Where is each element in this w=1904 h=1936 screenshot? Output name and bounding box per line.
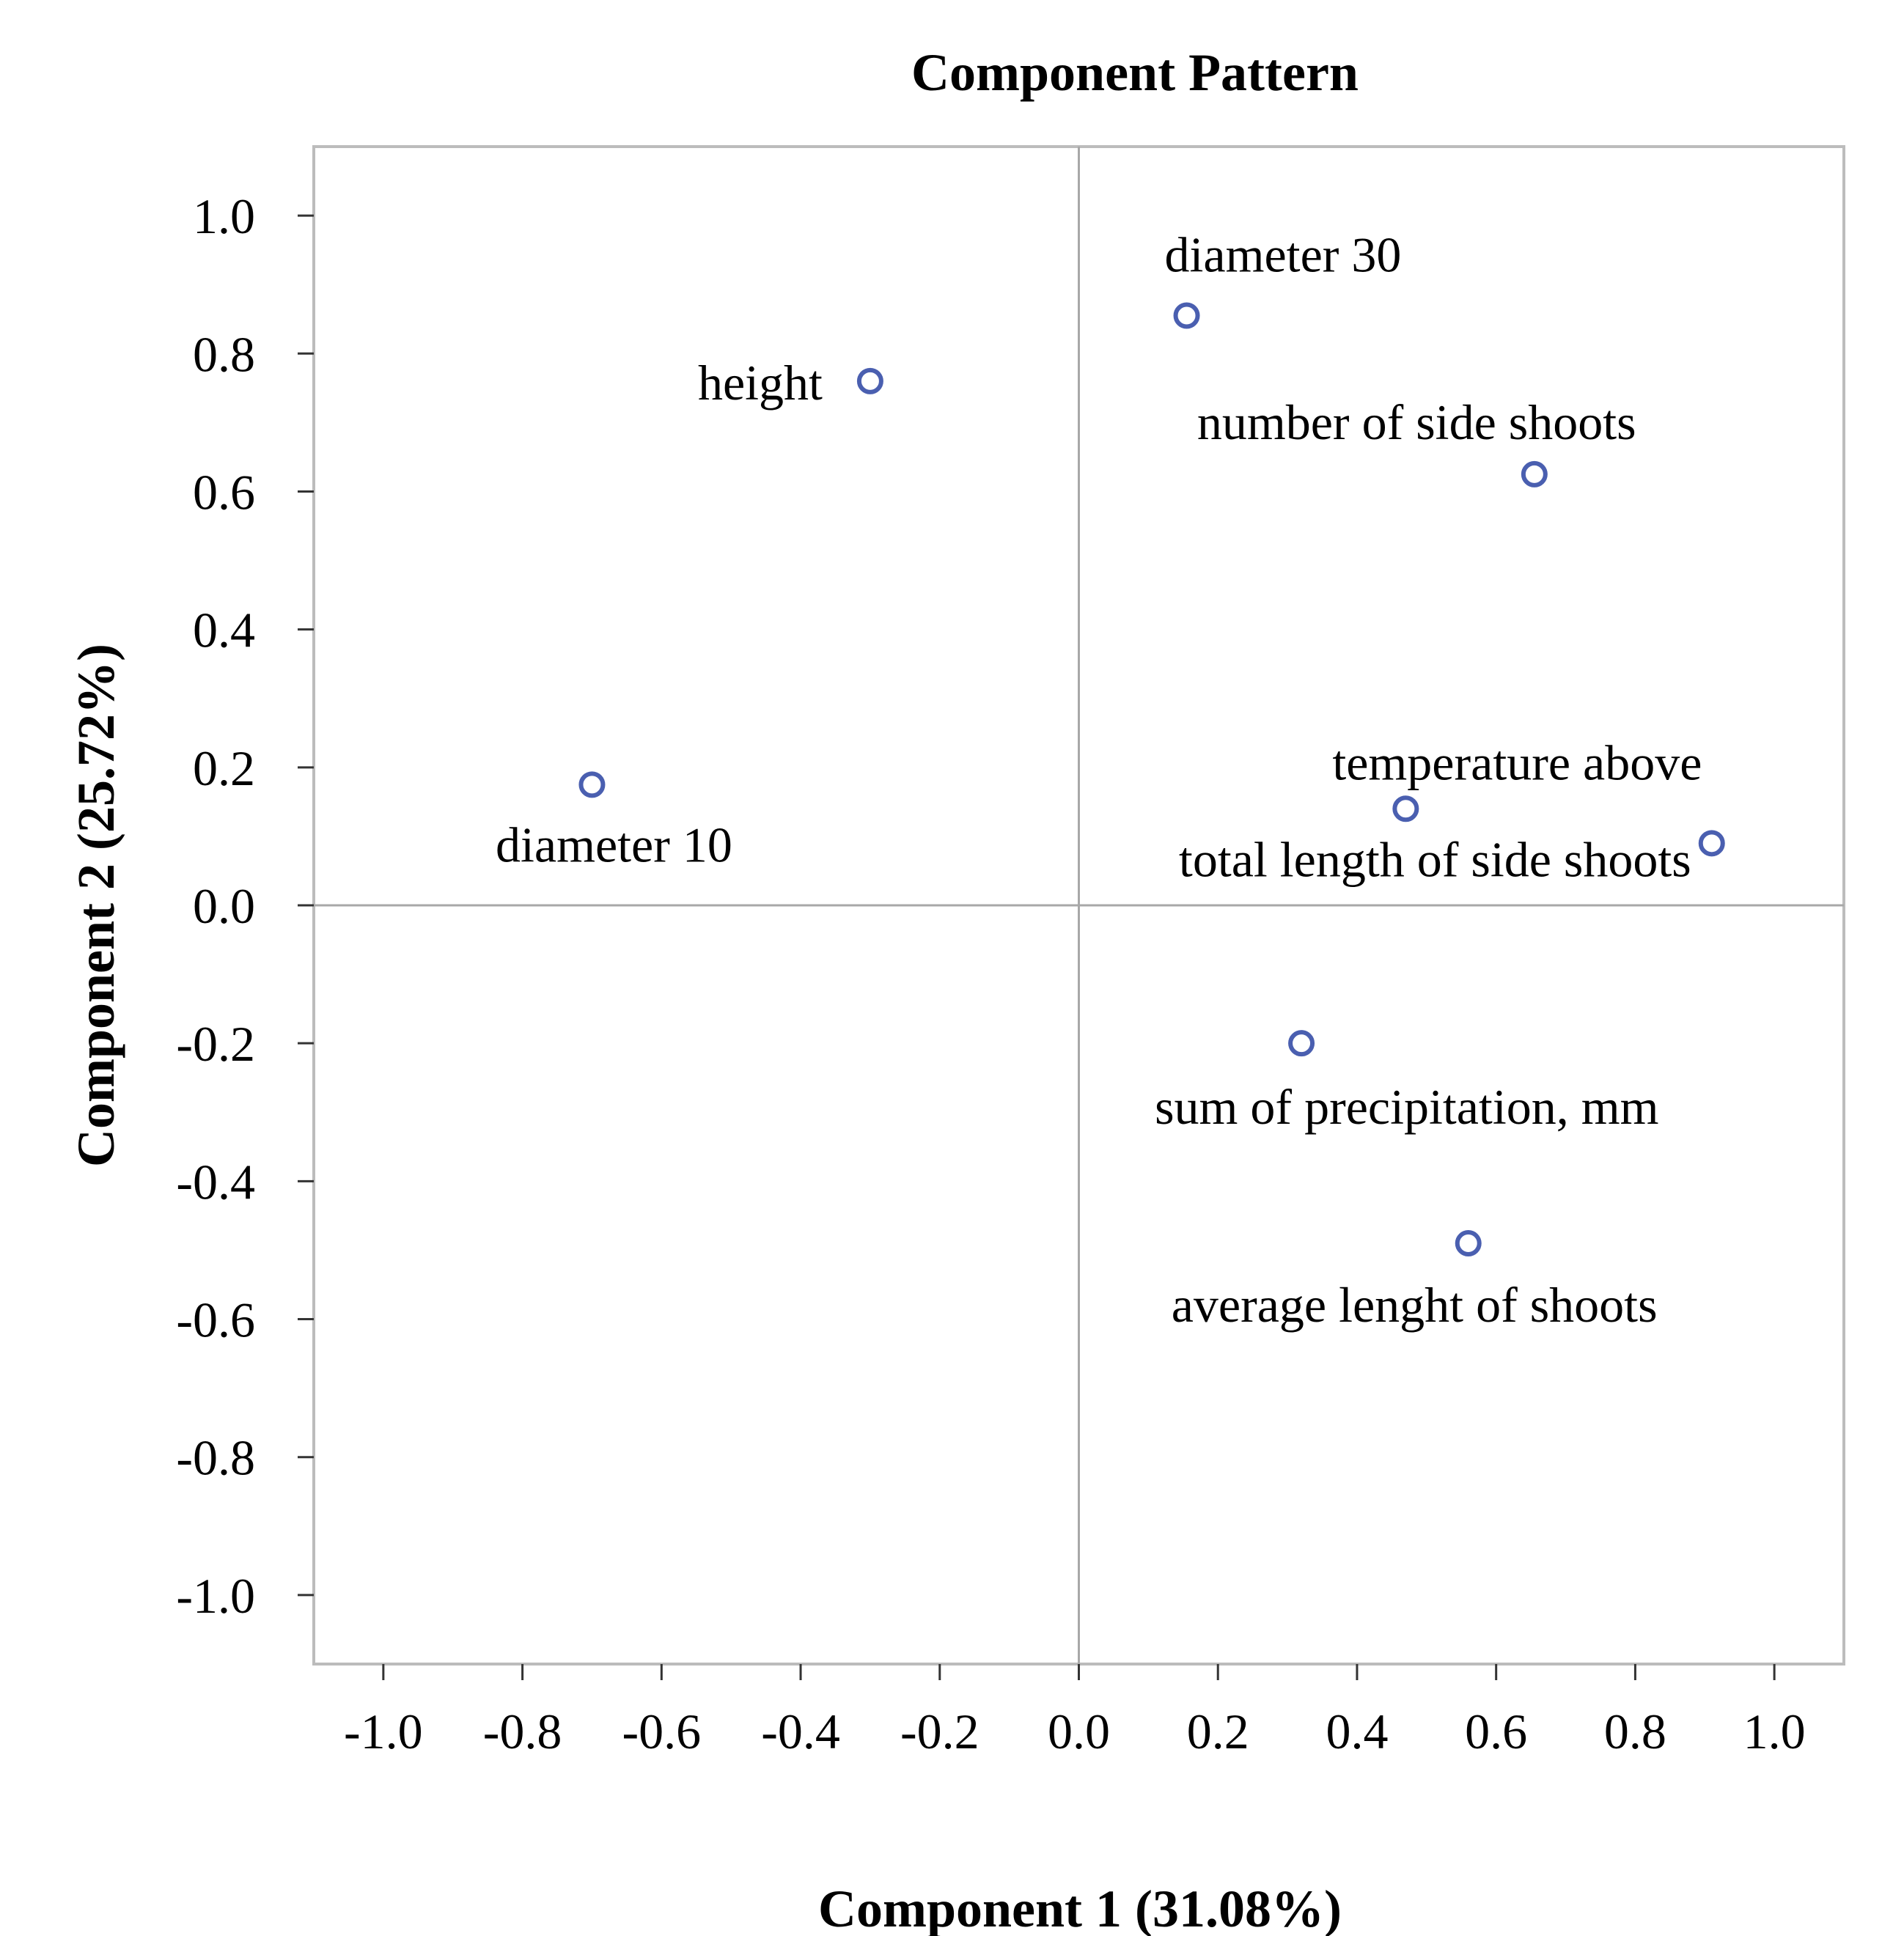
- y-tick-label: -0.4: [176, 1154, 255, 1210]
- y-tick-label: 0.6: [193, 464, 255, 520]
- y-tick-label: 0.4: [193, 603, 255, 658]
- y-axis-title: Component 2 (25.72%): [67, 644, 125, 1167]
- y-tick-label: -0.6: [176, 1292, 255, 1348]
- point-labels: diameter 30 height number of side shoots di…: [496, 227, 1702, 1333]
- data-points: [578, 302, 1725, 1257]
- x-tick-label: 0.6: [1465, 1704, 1527, 1759]
- y-tick-label: -0.2: [176, 1016, 255, 1072]
- x-axis-ticks: -1.0 -0.8 -0.6 -0.4 -0.2 0.0 0.2 0.4 0.6 0.8 1.0: [344, 1664, 1806, 1759]
- x-tick-label: 0.8: [1604, 1704, 1666, 1759]
- x-tick-label: 0.4: [1326, 1704, 1388, 1759]
- data-point-marker: [1173, 302, 1200, 329]
- data-point-label: diameter 30: [1165, 227, 1402, 283]
- reference-lines: [314, 147, 1844, 1664]
- data-point-label: temperature above: [1332, 735, 1702, 790]
- x-tick-label: 0.2: [1187, 1704, 1249, 1759]
- x-tick-label: -1.0: [344, 1704, 423, 1759]
- y-axis-ticks: 1.0 0.8 0.6 0.4 0.2 0.0 -0.2 -0.4 -0.6 -0.8 -1.0: [176, 188, 314, 1624]
- data-point-label: number of side shoots: [1197, 394, 1636, 450]
- x-tick-label: 0.0: [1048, 1704, 1110, 1759]
- data-point-marker: [1698, 830, 1725, 857]
- data-point-label: sum of precipitation, mm: [1155, 1079, 1658, 1135]
- x-tick-label: -0.8: [483, 1704, 562, 1759]
- data-point-label: total length of side shoots: [1179, 831, 1691, 887]
- y-tick-label: -0.8: [176, 1430, 255, 1486]
- data-point-label: diameter 10: [496, 817, 732, 872]
- data-point-marker: [1288, 1030, 1315, 1057]
- y-tick-label: -1.0: [176, 1568, 255, 1624]
- y-tick-label: 0.8: [193, 326, 255, 382]
- x-tick-label: -0.4: [761, 1704, 840, 1759]
- data-point-marker: [578, 771, 606, 798]
- data-point-label: height: [698, 355, 823, 411]
- data-point-marker: [1521, 460, 1548, 487]
- data-point-marker: [856, 367, 883, 394]
- data-point-label: average lenght of shoots: [1172, 1277, 1658, 1333]
- data-point-marker: [1455, 1230, 1482, 1257]
- chart-title: Component Pattern: [911, 43, 1359, 102]
- x-tick-label: -0.6: [622, 1704, 701, 1759]
- x-tick-label: 1.0: [1743, 1704, 1806, 1759]
- x-tick-label: -0.2: [900, 1704, 979, 1759]
- y-tick-label: 0.0: [193, 878, 255, 934]
- y-tick-label: 1.0: [193, 188, 255, 244]
- x-axis-title: Component 1 (31.08%): [818, 1880, 1342, 1936]
- y-tick-label: 0.2: [193, 740, 255, 796]
- data-point-marker: [1392, 795, 1419, 822]
